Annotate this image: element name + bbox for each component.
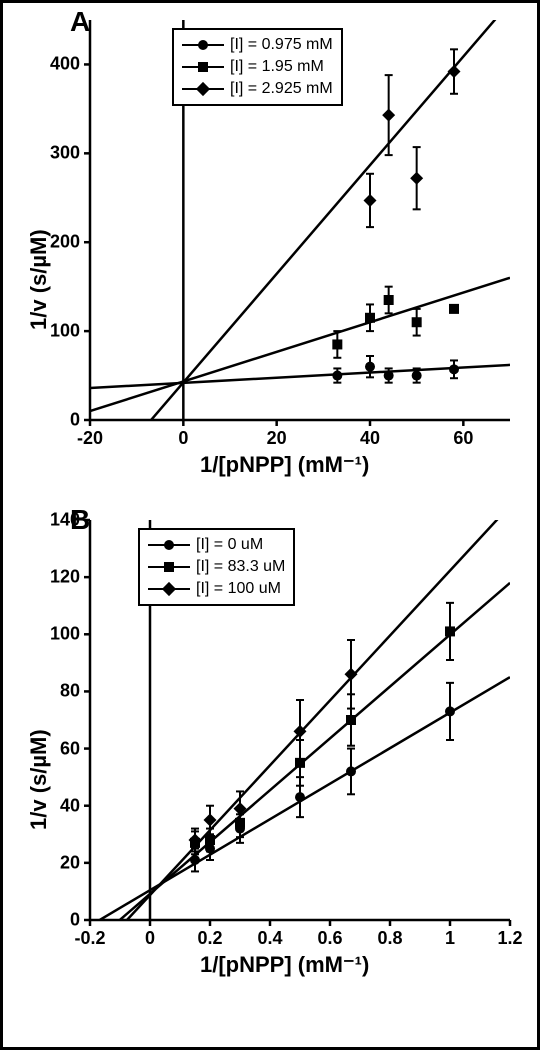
panel-b-xlabel: 1/[pNPP] (mM⁻¹) [200,952,369,978]
y-tick-label: 0 [70,410,80,431]
x-tick-label: 60 [453,428,473,449]
y-tick-label: 40 [60,795,80,816]
legend-label: [I] = 0.975 mM [230,36,333,54]
legend-item: [I] = 100 uM [148,578,285,600]
panel-b-ylabel: 1/v (s/µM) [26,729,52,830]
legend-item: [I] = 2.925 mM [182,78,333,100]
legend-line [148,544,190,546]
legend-label: [I] = 2.925 mM [230,80,333,98]
circle-marker-icon [164,540,174,550]
x-tick-label: 1 [445,928,455,949]
legend-label: [I] = 0 uM [196,536,263,554]
panel-a-legend: [I] = 0.975 mM [I] = 1.95 mM [I] = 2.925… [172,28,343,106]
y-tick-label: 20 [60,852,80,873]
y-tick-label: 140 [50,510,80,531]
y-tick-label: 100 [50,624,80,645]
diamond-marker-icon [196,82,210,96]
circle-marker-icon [198,40,208,50]
x-tick-label: 0.4 [257,928,282,949]
x-tick-label: 1.2 [497,928,522,949]
diamond-marker-icon [162,582,176,596]
x-tick-label: 0.6 [317,928,342,949]
legend-item: [I] = 0.975 mM [182,34,333,56]
legend-item: [I] = 83.3 uM [148,556,285,578]
y-tick-label: 100 [50,321,80,342]
x-tick-label: -0.2 [74,928,105,949]
x-tick-label: 0 [145,928,155,949]
square-marker-icon [198,62,208,72]
x-tick-label: 40 [360,428,380,449]
legend-item: [I] = 0 uM [148,534,285,556]
y-tick-label: 80 [60,681,80,702]
legend-line [182,88,224,90]
panel-a-label: A [70,6,90,38]
y-tick-label: 400 [50,54,80,75]
square-marker-icon [164,562,174,572]
legend-line [148,588,190,590]
legend-label: [I] = 1.95 mM [230,58,324,76]
y-tick-label: 300 [50,143,80,164]
x-tick-label: 0.2 [197,928,222,949]
y-tick-label: 200 [50,232,80,253]
y-tick-label: 120 [50,567,80,588]
legend-label: [I] = 100 uM [196,580,281,598]
x-tick-label: 20 [267,428,287,449]
panel-b-legend: [I] = 0 uM [I] = 83.3 uM [I] = 100 uM [138,528,295,606]
legend-label: [I] = 83.3 uM [196,558,285,576]
x-tick-label: 0.8 [377,928,402,949]
legend-line [148,566,190,568]
panel-a-xlabel: 1/[pNPP] (mM⁻¹) [200,452,369,478]
legend-line [182,44,224,46]
x-tick-label: 0 [178,428,188,449]
x-tick-label: -20 [77,428,103,449]
panel-a-ylabel: 1/v (s/µM) [26,229,52,330]
legend-line [182,66,224,68]
legend-item: [I] = 1.95 mM [182,56,333,78]
y-tick-label: 60 [60,738,80,759]
y-tick-label: 0 [70,910,80,931]
